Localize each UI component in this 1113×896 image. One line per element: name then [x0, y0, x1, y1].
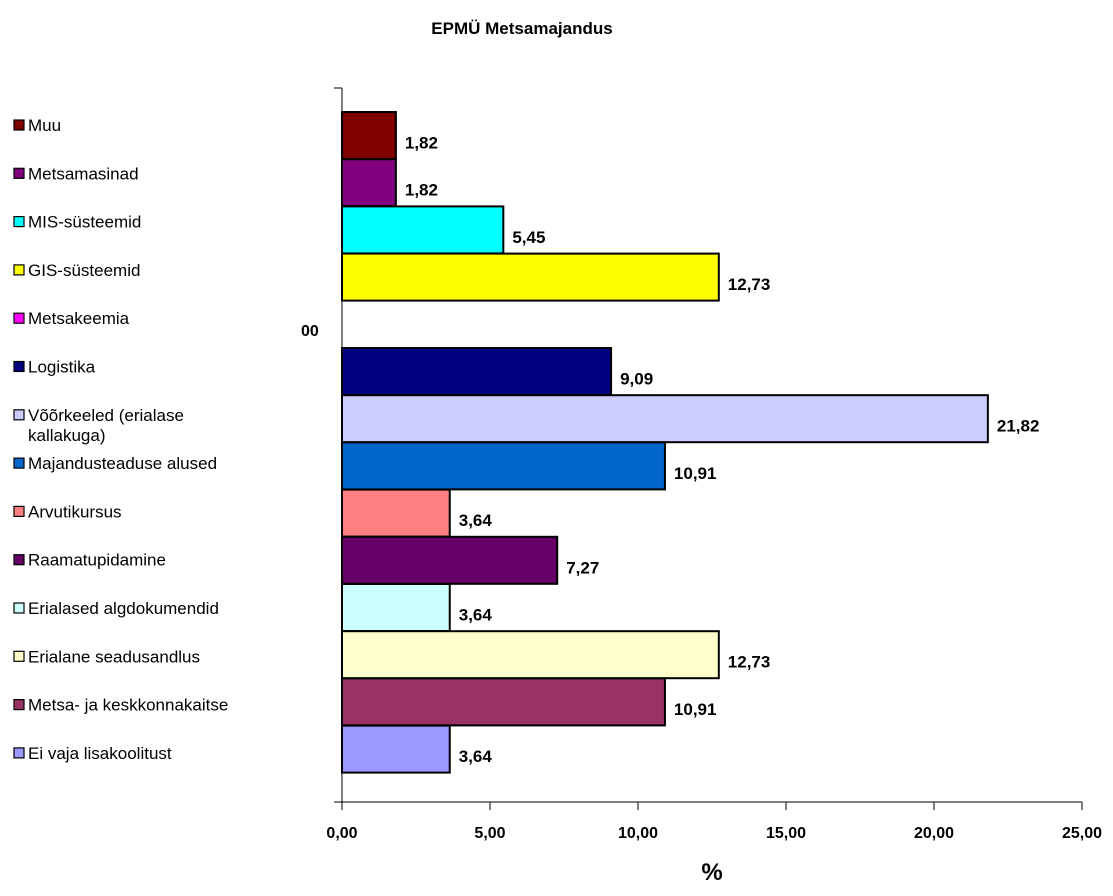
- legend: Muu Metsamasinad MIS-süsteemid GIS-süsteemi…: [13, 116, 228, 763]
- legend-label: Logistika: [28, 358, 96, 377]
- x-tick-label: 25,00: [1062, 825, 1102, 842]
- x-axis-title: %: [701, 859, 722, 886]
- stray-axis-label: 00: [301, 323, 319, 340]
- legend-label: Muu: [28, 116, 61, 135]
- bar-arvutikursus: [341, 488, 451, 538]
- value-label-muu: 1,82: [405, 134, 438, 153]
- legend-swatch: [13, 747, 25, 759]
- legend-item-metsakeemia: Metsakeemia: [13, 309, 130, 328]
- legend-item-metsa-ja-keskkonnakaitse: Metsa- ja keskkonnakaitse: [13, 696, 228, 715]
- value-label-arvutikursus: 3,64: [459, 511, 493, 530]
- value-label-voorkeeled-erialase-kallakuga: 21,82: [997, 417, 1040, 436]
- bar-erialane-seadusandlus: [341, 630, 720, 680]
- legend-label: Erialased algdokumendid: [28, 599, 219, 618]
- legend-item-majandusteaduse-alused: Majandusteaduse alused: [13, 454, 217, 473]
- value-label-metsamasinad: 1,82: [405, 181, 438, 200]
- legend-label: Metsakeemia: [28, 309, 130, 328]
- legend-swatch: [13, 602, 25, 614]
- value-labels: 1,82 1,82 5,45 12,73 9,09 21,82 10,91 3,64 7,27 3…: [405, 134, 1040, 767]
- legend-label: Erialane seadusandlus: [28, 647, 200, 666]
- bar-metsamasinad: [341, 158, 397, 208]
- value-label-ei-vaja-lisakoolitust: 3,64: [459, 747, 493, 766]
- legend-item-logistika: Logistika: [13, 358, 96, 377]
- legend-swatch: [13, 119, 25, 131]
- value-label-majandusteaduse-alused: 10,91: [674, 464, 717, 483]
- x-tick-label: 0,00: [326, 825, 357, 842]
- chart-title: EPMÜ Metsamajandus: [431, 19, 612, 38]
- legend-label: Metsamasinad: [28, 164, 139, 183]
- legend-swatch: [13, 554, 25, 566]
- legend-swatch: [13, 264, 25, 276]
- bar-muu: [341, 111, 397, 160]
- value-label-mis-susteemid: 5,45: [512, 228, 545, 247]
- legend-label: Arvutikursus: [28, 502, 122, 521]
- legend-swatch: [13, 698, 25, 711]
- legend-swatch: [13, 167, 25, 179]
- bar-gis-susteemid: [341, 252, 720, 302]
- value-label-logistika: 9,09: [620, 370, 653, 389]
- value-label-erialased-algdokumendid: 3,64: [459, 606, 493, 625]
- legend-item-voorkeeled-erialase-kallakuga: Võõrkeeled (erialase kallakuga): [13, 406, 184, 445]
- legend-label: Raamatupidamine: [28, 551, 166, 570]
- legend-item-erialane-seadusandlus: Erialane seadusandlus: [13, 647, 200, 666]
- legend-swatch: [13, 360, 25, 373]
- legend-label: Majandusteaduse alused: [28, 454, 217, 473]
- bar-logistika: [341, 347, 613, 396]
- legend-item-gis-susteemid: GIS-süsteemid: [13, 261, 140, 280]
- value-label-erialane-seadusandlus: 12,73: [728, 653, 771, 672]
- legend-swatch: [13, 216, 25, 228]
- legend-label: MIS-süsteemid: [28, 213, 141, 232]
- x-tick-label: 20,00: [914, 825, 954, 842]
- legend-label: Metsa- ja keskkonnakaitse: [28, 696, 228, 715]
- bar-erialased-algdokumendid: [341, 583, 451, 632]
- bar-metsa-ja-keskkonnakaitse: [341, 677, 666, 727]
- legend-swatch: [13, 650, 25, 662]
- bar-majandusteaduse-alused: [341, 441, 666, 491]
- bars: [341, 111, 989, 774]
- x-tick-label: 15,00: [766, 825, 806, 842]
- legend-label: Ei vaja lisakoolitust: [28, 744, 172, 763]
- bar-voorkeeled-erialase-kallakuga: [341, 394, 989, 444]
- legend-item-mis-susteemid: MIS-süsteemid: [13, 213, 141, 232]
- legend-item-erialased-algdokumendid: Erialased algdokumendid: [13, 599, 219, 618]
- legend-swatch: [13, 312, 25, 324]
- bar-raamatupidamine: [341, 535, 559, 585]
- x-tick-label: 5,00: [474, 825, 505, 842]
- value-label-metsa-ja-keskkonnakaitse: 10,91: [674, 700, 717, 719]
- legend-swatch: [13, 505, 25, 517]
- legend-label: GIS-süsteemid: [28, 261, 140, 280]
- y-axis: [334, 87, 343, 803]
- legend-swatch: [13, 457, 25, 469]
- legend-item-arvutikursus: Arvutikursus: [13, 502, 122, 521]
- x-tick-label: 10,00: [618, 825, 658, 842]
- legend-item-raamatupidamine: Raamatupidamine: [13, 551, 166, 570]
- legend-item-ei-vaja-lisakoolitust: Ei vaja lisakoolitust: [13, 744, 172, 763]
- legend-swatch: [13, 409, 25, 421]
- value-label-raamatupidamine: 7,27: [566, 558, 599, 577]
- legend-label: Võõrkeeled (erialase kallakuga): [28, 406, 184, 445]
- bar-mis-susteemid: [341, 205, 505, 255]
- bar-ei-vaja-lisakoolitust: [341, 724, 451, 774]
- value-label-gis-susteemid: 12,73: [728, 275, 771, 294]
- legend-item-muu: Muu: [13, 116, 61, 135]
- legend-item-metsamasinad: Metsamasinad: [13, 164, 139, 183]
- x-axis: 0,00 5,00 10,00 15,00 20,00 25,00: [326, 801, 1102, 842]
